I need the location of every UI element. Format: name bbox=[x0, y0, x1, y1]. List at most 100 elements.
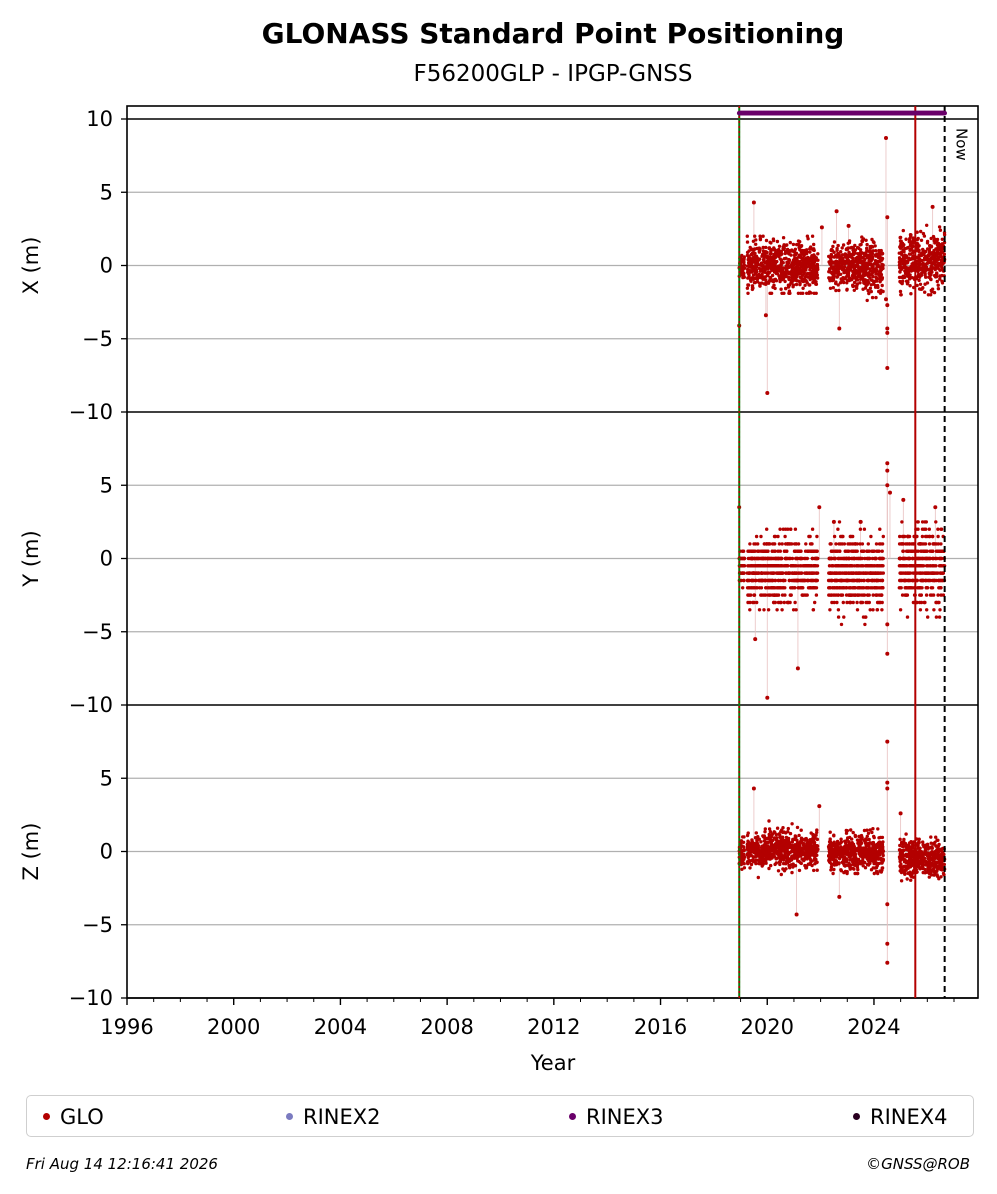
glo-point bbox=[934, 520, 937, 523]
glo-point bbox=[808, 586, 811, 589]
glo-point bbox=[864, 571, 867, 574]
glo-point bbox=[784, 843, 787, 846]
glo-point bbox=[777, 601, 780, 604]
glo-point bbox=[758, 608, 761, 611]
glo-point bbox=[779, 844, 782, 847]
glo-point bbox=[835, 249, 838, 252]
glo-point bbox=[746, 579, 749, 582]
chart-title: GLONASS Standard Point Positioning bbox=[262, 17, 845, 50]
glo-point bbox=[847, 254, 850, 257]
glo-point bbox=[812, 268, 815, 271]
glo-point bbox=[879, 289, 882, 292]
glo-point bbox=[765, 239, 768, 242]
glo-outlier-point bbox=[796, 666, 800, 670]
glo-outlier-point bbox=[884, 136, 888, 140]
glo-point bbox=[875, 253, 878, 256]
glo-point bbox=[788, 259, 791, 262]
glo-point bbox=[931, 586, 934, 589]
glo-point bbox=[771, 564, 774, 567]
glo-point bbox=[874, 586, 877, 589]
glo-point bbox=[861, 288, 864, 291]
glo-point bbox=[905, 246, 908, 249]
glo-point bbox=[834, 254, 837, 257]
glo-outlier-point bbox=[885, 483, 889, 487]
glo-point bbox=[795, 579, 798, 582]
glo-point bbox=[861, 239, 864, 242]
glo-point bbox=[788, 290, 791, 293]
glo-point bbox=[834, 289, 837, 292]
glo-point bbox=[848, 239, 851, 242]
glo-point bbox=[851, 275, 854, 278]
glo-point bbox=[794, 550, 797, 553]
glo-point bbox=[845, 288, 848, 291]
glo-point bbox=[882, 535, 885, 538]
glo-point bbox=[750, 253, 753, 256]
x-tick-label: 1996 bbox=[100, 1015, 153, 1039]
glo-point bbox=[784, 266, 787, 269]
glo-point bbox=[935, 601, 938, 604]
glo-point bbox=[753, 235, 756, 238]
glo-point bbox=[808, 268, 811, 271]
glo-point bbox=[752, 269, 755, 272]
glo-point bbox=[925, 564, 928, 567]
glo-point bbox=[760, 263, 763, 266]
glo-point bbox=[803, 858, 806, 861]
glo-point bbox=[794, 835, 797, 838]
glo-point bbox=[879, 593, 882, 596]
glo-point bbox=[852, 867, 855, 870]
glo-point bbox=[842, 856, 845, 859]
glo-point bbox=[743, 564, 746, 567]
y-tick-label: −5 bbox=[82, 620, 113, 644]
glo-point bbox=[811, 557, 814, 560]
glo-point bbox=[799, 292, 802, 295]
glo-point bbox=[933, 260, 936, 263]
glo-point bbox=[777, 869, 780, 872]
glo-point bbox=[781, 571, 784, 574]
y-tick-label: −10 bbox=[69, 400, 113, 424]
glo-point bbox=[784, 831, 787, 834]
glo-point bbox=[940, 267, 943, 270]
glo-point bbox=[797, 834, 800, 837]
glo-point bbox=[834, 280, 837, 283]
glo-point bbox=[898, 276, 901, 279]
glo-point bbox=[843, 262, 846, 265]
glo-point bbox=[779, 257, 782, 260]
glo-point bbox=[802, 269, 805, 272]
glo-point bbox=[748, 601, 751, 604]
glo-point bbox=[931, 542, 934, 545]
glo-point bbox=[792, 243, 795, 246]
glo-point bbox=[861, 542, 864, 545]
glo-point bbox=[869, 586, 872, 589]
glo-point bbox=[882, 557, 885, 560]
glo-outlier-point bbox=[885, 215, 889, 219]
glo-point bbox=[903, 276, 906, 279]
glo-point bbox=[859, 248, 862, 251]
glo-point bbox=[751, 844, 754, 847]
glo-point bbox=[793, 542, 796, 545]
glo-point bbox=[753, 260, 756, 263]
glo-point bbox=[799, 841, 802, 844]
glo-point bbox=[767, 867, 770, 870]
glo-outlier-point bbox=[764, 313, 768, 317]
glo-point bbox=[908, 252, 911, 255]
glo-point bbox=[776, 557, 779, 560]
glo-point bbox=[772, 542, 775, 545]
glo-point bbox=[925, 593, 928, 596]
x-tick-label: 2000 bbox=[207, 1015, 260, 1039]
glo-point bbox=[775, 608, 778, 611]
glo-point bbox=[748, 593, 751, 596]
glo-point bbox=[811, 846, 814, 849]
glo-point bbox=[865, 557, 868, 560]
glo-point bbox=[793, 586, 796, 589]
glo-point bbox=[838, 520, 841, 523]
glo-point bbox=[868, 838, 871, 841]
glo-point bbox=[766, 564, 769, 567]
glo-point bbox=[899, 245, 902, 248]
glo-point bbox=[864, 846, 867, 849]
glo-point bbox=[771, 586, 774, 589]
glo-point bbox=[830, 266, 833, 269]
glo-point bbox=[837, 564, 840, 567]
glo-point bbox=[938, 615, 941, 618]
glo-point bbox=[771, 571, 774, 574]
glo-point bbox=[921, 542, 924, 545]
